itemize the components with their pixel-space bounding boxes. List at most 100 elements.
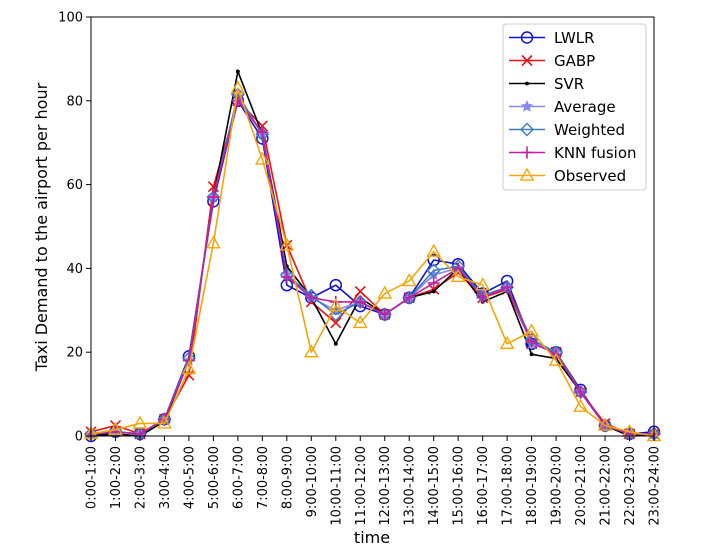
- data-point: [256, 126, 269, 139]
- x-tick-label: 0:00-1:00: [85, 446, 100, 509]
- data-point: [333, 341, 338, 346]
- data-point-shape: [426, 263, 441, 278]
- legend-marker-shape: [519, 167, 535, 181]
- x-tick-label: 23:00-24:00: [648, 446, 663, 526]
- data-point: [529, 352, 534, 357]
- y-axis-label: Taxi Demand to the airport per hour: [32, 82, 51, 372]
- series-observed: [83, 80, 662, 442]
- x-tick-label: 14:00-15:00: [427, 446, 442, 526]
- data-point-shape: [431, 289, 436, 294]
- data-point: [403, 291, 416, 304]
- data-point-shape: [476, 291, 489, 304]
- data-point-shape: [378, 308, 391, 321]
- legend-marker-shape: [520, 122, 534, 137]
- data-point: [181, 361, 197, 375]
- data-point: [254, 151, 270, 165]
- data-point-shape: [352, 314, 368, 329]
- legend-entry: Observed: [509, 167, 626, 185]
- data-point: [450, 268, 466, 283]
- legend-marker-shape: [521, 54, 533, 67]
- data-point-shape: [450, 268, 466, 283]
- data-point-shape: [475, 277, 491, 291]
- x-tick-label: 15:00-16:00: [452, 446, 467, 526]
- legend-marker: [519, 167, 535, 181]
- data-point: [548, 352, 564, 366]
- x-tick-label: 21:00-22:00: [599, 446, 614, 526]
- data-point: [303, 344, 319, 358]
- data-point: [305, 291, 318, 304]
- x-tick-label: 4:00-5:00: [182, 446, 197, 509]
- data-point-shape: [597, 417, 613, 431]
- x-tick-label: 19:00-20:00: [550, 446, 565, 526]
- data-point-shape: [529, 352, 534, 357]
- data-point-shape: [499, 335, 515, 350]
- legend-entry: Average: [509, 98, 616, 116]
- y-tick-label: 80: [66, 94, 83, 109]
- y-tick-label: 40: [66, 262, 83, 277]
- data-point-shape: [157, 415, 172, 429]
- x-tick-label: 17:00-18:00: [501, 446, 516, 526]
- legend-label: LWLR: [554, 29, 595, 47]
- data-point-shape: [426, 243, 442, 257]
- data-point-shape: [377, 285, 393, 299]
- data-point-shape: [354, 285, 366, 298]
- series-line: [90, 87, 655, 437]
- data-point-shape: [403, 291, 416, 304]
- data-point-shape: [501, 281, 514, 294]
- data-point: [132, 415, 148, 429]
- y-tick-label: 60: [66, 178, 83, 193]
- data-point: [452, 262, 465, 275]
- legend-marker: [520, 99, 534, 112]
- legend-marker: [521, 146, 533, 159]
- legend-label: Observed: [554, 167, 626, 185]
- data-point-shape: [525, 335, 538, 348]
- data-point: [401, 273, 417, 287]
- legend-entry: KNN fusion: [509, 144, 637, 162]
- x-tick-label: 11:00-12:00: [354, 446, 369, 526]
- data-point: [573, 398, 588, 412]
- legend-marker-shape: [525, 81, 529, 86]
- legend-marker-shape: [520, 31, 534, 44]
- x-tick-label: 5:00-6:00: [207, 446, 222, 509]
- data-point-shape: [330, 317, 342, 329]
- data-point-shape: [427, 277, 440, 290]
- data-point: [524, 323, 539, 337]
- data-point-shape: [181, 361, 197, 375]
- data-point: [183, 369, 195, 381]
- x-tick-label: 8:00-9:00: [280, 446, 295, 509]
- legend-label: Weighted: [554, 121, 625, 139]
- data-point-shape: [183, 369, 195, 381]
- y-tick-label: 20: [66, 346, 83, 361]
- data-point-shape: [524, 323, 539, 337]
- legend-marker: [525, 81, 529, 86]
- data-point: [207, 191, 220, 204]
- x-tick-label: 16:00-17:00: [476, 446, 491, 526]
- data-point: [377, 285, 393, 299]
- data-point-shape: [206, 235, 221, 249]
- data-point: [354, 285, 366, 298]
- data-point-shape: [333, 341, 338, 346]
- legend-frame: [502, 23, 647, 191]
- data-point: [330, 317, 342, 329]
- data-point-shape: [573, 398, 588, 412]
- x-tick-label: 10:00-11:00: [329, 446, 344, 526]
- legend-marker: [521, 54, 533, 67]
- plot-area: [83, 69, 662, 443]
- data-point: [230, 80, 246, 94]
- legend-label: KNN fusion: [554, 144, 637, 162]
- legend-label: Average: [554, 98, 616, 116]
- legend-entry: Weighted: [509, 121, 625, 139]
- data-point: [354, 295, 367, 308]
- x-tick-label: 22:00-23:00: [623, 446, 638, 526]
- data-point: [108, 421, 123, 435]
- legend-entry: LWLR: [509, 29, 595, 47]
- x-tick-label: 7:00-8:00: [256, 446, 271, 509]
- y-tick-label: 100: [58, 11, 83, 26]
- data-point: [475, 277, 491, 291]
- data-point: [378, 308, 391, 321]
- data-point: [352, 314, 368, 329]
- data-point-shape: [574, 386, 587, 399]
- x-tick-label: 3:00-4:00: [158, 446, 173, 509]
- data-point: [476, 291, 489, 304]
